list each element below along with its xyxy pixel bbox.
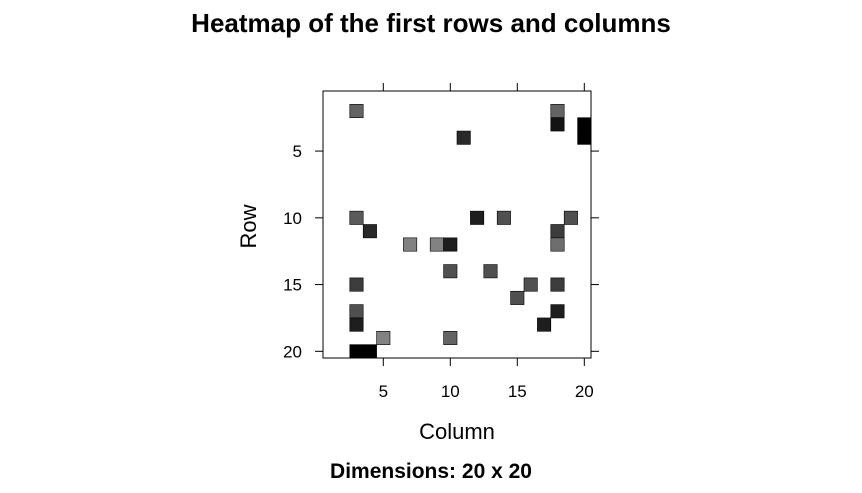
heatmap-cell [550, 237, 565, 252]
y-tick-label: 20 [283, 342, 302, 361]
heatmap-cell [349, 277, 364, 292]
chart-title: Heatmap of the first rows and columns [191, 8, 671, 38]
heatmap-cell [443, 330, 458, 345]
heatmap-cell [349, 104, 364, 118]
heatmap-cell [429, 237, 444, 252]
heatmap-cell [349, 304, 364, 319]
heatmap-cell [443, 264, 458, 279]
heatmap-cell [403, 237, 418, 252]
heatmap-cell [577, 117, 592, 132]
y-tick-label: 15 [283, 276, 302, 295]
axes: 5 10 15 20 5 10 15 20 [283, 83, 599, 401]
heatmap-cell [563, 210, 578, 225]
heatmap-cell [362, 344, 377, 359]
heatmap-cell [443, 237, 458, 252]
x-tick-label: 10 [441, 382, 460, 401]
x-tick-label: 15 [508, 382, 527, 401]
x-tick-label: 20 [575, 382, 594, 401]
heatmap-cell [537, 317, 552, 332]
heatmap-cell [550, 304, 565, 319]
heatmap-cells [349, 104, 592, 359]
heatmap-cell [470, 210, 485, 225]
heatmap-cell [550, 104, 565, 118]
heatmap-cell [550, 277, 565, 292]
heatmap-cell [362, 224, 377, 239]
heatmap-cell [523, 277, 538, 292]
heatmap-cell [349, 317, 364, 332]
y-axis-label: Row [236, 204, 261, 248]
heatmap-cell [456, 130, 471, 145]
chart-subtitle: Dimensions: 20 x 20 [330, 460, 532, 483]
y-tick-label: 5 [293, 142, 302, 161]
y-tick-label: 10 [283, 209, 302, 228]
heatmap-cell [496, 210, 511, 225]
heatmap-cell [483, 264, 498, 279]
x-axis-label: Column [419, 419, 495, 444]
plot-frame [322, 90, 592, 359]
heatmap-cell [376, 330, 391, 345]
x-tick-label: 5 [379, 382, 388, 401]
heatmap-cell [550, 224, 565, 239]
heatmap-cell [349, 210, 364, 225]
heatmap-cell [550, 117, 565, 132]
heatmap-cell [349, 344, 364, 359]
heatmap-cell [510, 290, 525, 305]
heatmap-cell [577, 130, 592, 145]
